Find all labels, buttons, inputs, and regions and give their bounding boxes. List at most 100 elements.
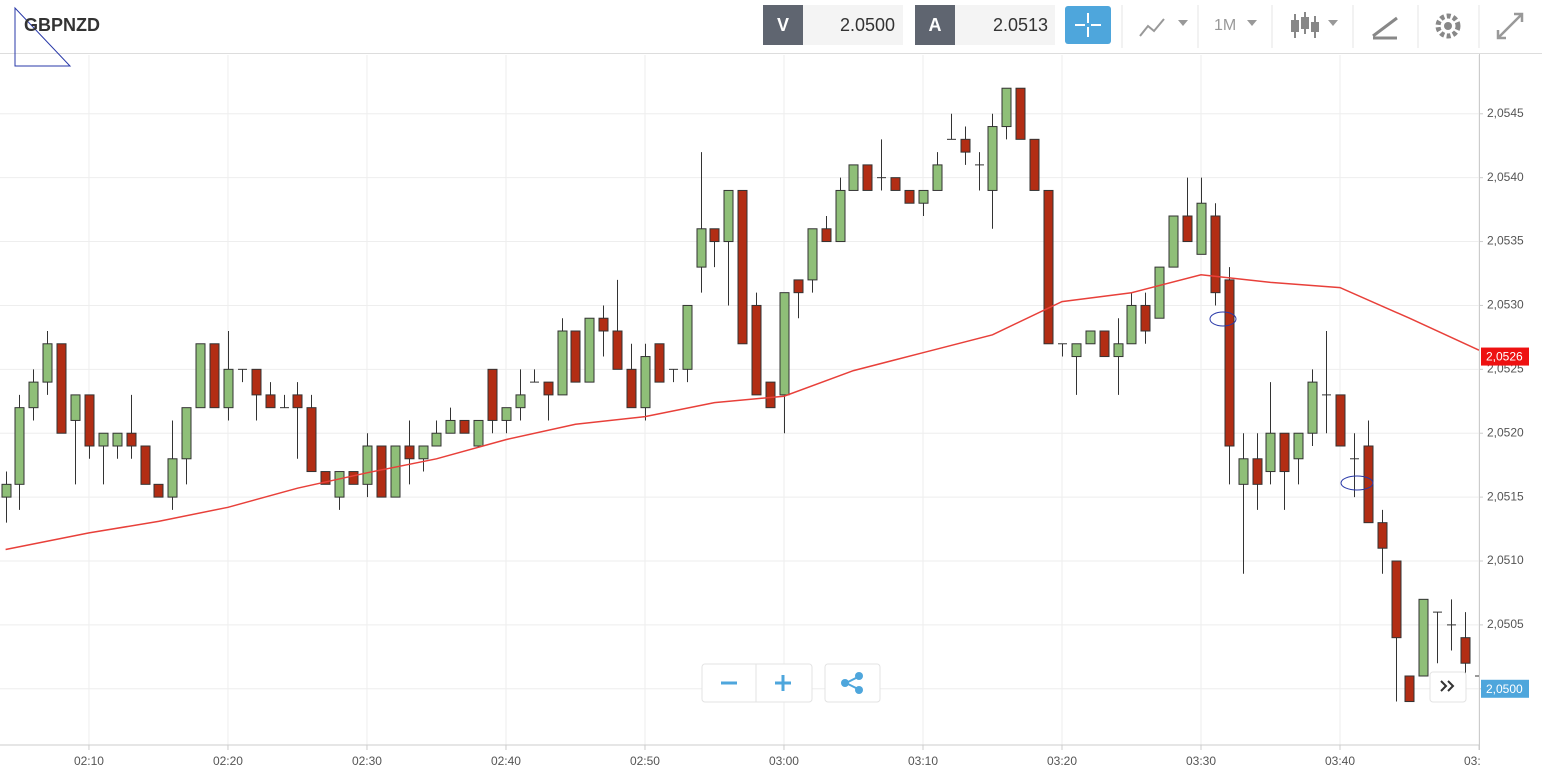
- fullscreen-icon[interactable]: [1496, 12, 1524, 40]
- candle-body: [1113, 343, 1124, 358]
- candle-icon: [1291, 20, 1299, 32]
- y-tick-label: 2,0540: [1487, 170, 1524, 184]
- moving-average: [5, 274, 1480, 551]
- candle-body: [167, 458, 178, 498]
- candle-body: [1418, 598, 1429, 677]
- candle-body: [612, 330, 623, 370]
- candle-body: [1210, 215, 1221, 294]
- candle-body: [1182, 215, 1193, 243]
- x-tick-label: 02:40: [491, 754, 521, 768]
- candle-body: [1015, 87, 1026, 140]
- timeframe[interactable]: 1M: [1214, 17, 1236, 34]
- candle-body: [418, 445, 429, 460]
- candle-body: [28, 381, 39, 409]
- candle-body: [181, 407, 192, 460]
- chart-type-icon[interactable]: [1139, 18, 1165, 37]
- candle-body: [709, 228, 720, 243]
- scroll-end-button[interactable]: [1429, 671, 1467, 703]
- bid-box: [803, 5, 903, 45]
- candle-body: [696, 228, 707, 268]
- signal-marker: [1209, 311, 1237, 327]
- candle-body: [835, 189, 846, 243]
- settings-icon: [1444, 22, 1452, 30]
- candle-body: [987, 126, 998, 191]
- y-tick-label: 2,0505: [1487, 617, 1524, 631]
- candle-body: [654, 343, 665, 383]
- ask-label: A: [929, 15, 942, 35]
- zoom-in-button[interactable]: [775, 675, 791, 691]
- candle-body: [751, 304, 762, 396]
- candle-body: [1001, 87, 1012, 128]
- candle-body: [209, 343, 220, 409]
- candle-body: [153, 483, 164, 498]
- scroll-end-icon: [1440, 680, 1455, 692]
- candle-body: [1238, 458, 1249, 485]
- candle-body: [1252, 458, 1263, 485]
- candle-body: [56, 343, 67, 434]
- candle-body: [1265, 432, 1276, 473]
- share-button[interactable]: [824, 663, 881, 703]
- candle-body: [960, 138, 971, 153]
- corner-icon: [14, 6, 72, 67]
- signal-marker: [1340, 475, 1374, 491]
- x-tick-label: 03:40: [1325, 754, 1355, 768]
- share-icon: [855, 686, 863, 694]
- y-tick-label: 2,0535: [1487, 234, 1524, 248]
- candle-body: [1460, 637, 1471, 664]
- candle-body: [320, 471, 331, 485]
- candle-body: [1377, 522, 1388, 549]
- candle-body: [292, 394, 303, 409]
- x-tick-label: 02:20: [213, 754, 243, 768]
- candle-body: [821, 228, 832, 243]
- candle-body: [306, 407, 317, 473]
- candle-body: [195, 343, 206, 409]
- candle-body: [543, 381, 554, 396]
- y-tick-label: 2,0545: [1487, 106, 1524, 120]
- candle-body: [1279, 432, 1290, 473]
- candle-body: [626, 368, 637, 409]
- candle-body: [515, 394, 526, 409]
- ask-button[interactable]: [915, 5, 955, 45]
- candle-body: [1043, 189, 1054, 345]
- y-tick-label: 2,0520: [1487, 425, 1524, 439]
- candle-body: [1085, 330, 1096, 345]
- x-tick-label: 03:30: [1186, 754, 1216, 768]
- candle-body: [765, 381, 776, 409]
- bid-button[interactable]: [763, 5, 803, 45]
- candle-icon: [1301, 17, 1309, 29]
- candle-body: [779, 292, 790, 396]
- candle-body: [14, 407, 25, 485]
- candle-body: [1140, 304, 1151, 332]
- candle-body: [1154, 266, 1165, 319]
- candle-body: [404, 445, 415, 460]
- candle-body: [1168, 215, 1179, 268]
- candle-body: [42, 343, 53, 383]
- x-tick-label: 02:30: [352, 754, 382, 768]
- candle-body: [890, 177, 901, 191]
- plot: [1, 87, 1480, 715]
- x-axis: 02:10 02:20 02:30 02:40 02:50 03:00 03:10 03:20…: [74, 745, 1494, 768]
- x-tick-label: 03:50: [1464, 754, 1494, 768]
- candle-body: [348, 471, 359, 485]
- bid-price: 2.0500: [840, 15, 895, 35]
- candle-body: [501, 407, 512, 421]
- candle-body: [918, 189, 929, 204]
- candle-body: [557, 330, 568, 396]
- crosshair-button[interactable]: [1065, 6, 1111, 44]
- candle-body: [487, 368, 498, 421]
- candle-body: [223, 368, 234, 409]
- price-label: 2,0500: [1486, 682, 1523, 696]
- candle-body: [1071, 343, 1082, 358]
- candle-body: [737, 189, 748, 345]
- share-icon: [855, 672, 863, 680]
- candle-body: [1196, 202, 1207, 255]
- candle-body: [1099, 330, 1110, 358]
- draw-icon[interactable]: [1372, 16, 1398, 40]
- price-label: 2,0526: [1486, 350, 1523, 364]
- candle-body: [431, 432, 442, 447]
- candle-body: [84, 394, 95, 447]
- candle-body: [376, 445, 387, 498]
- candle-body: [140, 445, 151, 485]
- settings-icon[interactable]: [1435, 13, 1461, 39]
